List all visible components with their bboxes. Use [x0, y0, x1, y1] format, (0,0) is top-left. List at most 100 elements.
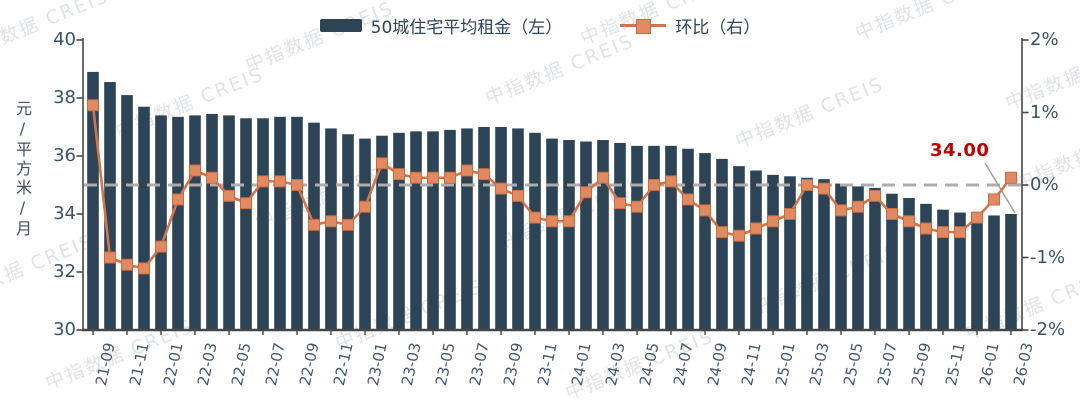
rent-bar[interactable]: [597, 140, 609, 330]
mom-marker[interactable]: [988, 193, 1000, 206]
rent-bar[interactable]: [903, 198, 915, 330]
rent-bar[interactable]: [750, 170, 762, 331]
mom-marker[interactable]: [750, 222, 762, 235]
rent-bar[interactable]: [784, 176, 796, 330]
rent-bar[interactable]: [699, 153, 711, 330]
mom-marker[interactable]: [121, 258, 133, 271]
rent-bar[interactable]: [971, 215, 983, 330]
rent-bar[interactable]: [461, 128, 473, 330]
mom-marker[interactable]: [240, 197, 252, 210]
rent-bar[interactable]: [852, 186, 864, 330]
rent-bar[interactable]: [580, 141, 592, 331]
mom-marker[interactable]: [342, 218, 354, 231]
mom-marker[interactable]: [325, 215, 337, 228]
rent-bar[interactable]: [376, 135, 388, 330]
mom-marker[interactable]: [903, 215, 915, 228]
rent-bar[interactable]: [920, 203, 932, 330]
mom-marker[interactable]: [767, 215, 779, 228]
mom-marker[interactable]: [104, 251, 116, 264]
mom-marker[interactable]: [648, 179, 660, 191]
mom-marker[interactable]: [410, 171, 422, 184]
rent-bar[interactable]: [410, 131, 422, 330]
rent-bar[interactable]: [767, 174, 779, 330]
rent-bar[interactable]: [274, 116, 286, 330]
rent-bar[interactable]: [546, 138, 558, 330]
mom-marker[interactable]: [563, 215, 575, 228]
mom-marker[interactable]: [257, 175, 269, 188]
legend-item-mom[interactable]: 环比（右）: [620, 13, 760, 38]
rent-bar[interactable]: [223, 115, 235, 331]
mom-marker[interactable]: [359, 200, 371, 213]
rent-bar[interactable]: [257, 118, 269, 330]
rent-bar[interactable]: [665, 145, 677, 330]
rent-bar[interactable]: [444, 129, 456, 330]
mom-marker[interactable]: [512, 189, 524, 202]
rent-bar[interactable]: [478, 127, 490, 330]
rent-bar[interactable]: [325, 128, 337, 330]
rent-bar[interactable]: [988, 215, 1000, 330]
mom-marker[interactable]: [461, 164, 473, 177]
mom-marker[interactable]: [614, 197, 626, 210]
mom-marker[interactable]: [529, 211, 541, 224]
rent-bar[interactable]: [104, 82, 116, 330]
mom-marker[interactable]: [172, 193, 184, 206]
rent-bar[interactable]: [495, 127, 507, 330]
rent-bar[interactable]: [87, 71, 99, 331]
rent-bar[interactable]: [835, 183, 847, 330]
rent-bar[interactable]: [427, 131, 439, 330]
mom-marker[interactable]: [376, 157, 388, 170]
mom-marker[interactable]: [427, 171, 439, 184]
mom-marker[interactable]: [733, 229, 745, 242]
mom-marker[interactable]: [835, 204, 847, 217]
mom-marker[interactable]: [291, 179, 303, 191]
mom-marker[interactable]: [886, 208, 898, 220]
mom-marker[interactable]: [87, 99, 99, 112]
mom-marker[interactable]: [937, 226, 949, 239]
rent-bar[interactable]: [172, 116, 184, 330]
rent-bar[interactable]: [733, 166, 745, 330]
mom-marker[interactable]: [869, 189, 881, 202]
rent-bar[interactable]: [529, 132, 541, 330]
mom-marker[interactable]: [478, 168, 490, 181]
rent-bar[interactable]: [138, 106, 150, 330]
rent-bar[interactable]: [563, 140, 575, 330]
mom-marker[interactable]: [274, 175, 286, 188]
mom-marker[interactable]: [665, 175, 677, 188]
mom-marker[interactable]: [495, 182, 507, 195]
mom-marker[interactable]: [444, 171, 456, 184]
mom-marker[interactable]: [818, 182, 830, 195]
mom-marker[interactable]: [155, 240, 167, 253]
mom-marker[interactable]: [631, 200, 643, 213]
rent-bar[interactable]: [393, 132, 405, 330]
rent-bar[interactable]: [359, 138, 371, 330]
mom-marker[interactable]: [580, 186, 592, 199]
rent-bar[interactable]: [291, 116, 303, 330]
mom-marker[interactable]: [801, 179, 813, 191]
rent-bar[interactable]: [512, 128, 524, 330]
rent-bar[interactable]: [954, 212, 966, 330]
rent-bar[interactable]: [886, 193, 898, 330]
rent-bar[interactable]: [240, 118, 252, 330]
rent-bar[interactable]: [648, 145, 660, 330]
rent-bar[interactable]: [631, 145, 643, 330]
mom-marker[interactable]: [223, 189, 235, 202]
mom-marker[interactable]: [597, 171, 609, 184]
rent-bar[interactable]: [1005, 214, 1017, 330]
rent-bar[interactable]: [801, 177, 813, 330]
rent-bar[interactable]: [121, 95, 133, 330]
mom-marker[interactable]: [682, 193, 694, 206]
rent-bar[interactable]: [818, 179, 830, 330]
mom-marker[interactable]: [1005, 171, 1017, 184]
mom-marker[interactable]: [189, 164, 201, 177]
mom-marker[interactable]: [920, 222, 932, 235]
mom-marker[interactable]: [206, 171, 218, 184]
mom-marker[interactable]: [954, 226, 966, 239]
mom-marker[interactable]: [699, 204, 711, 217]
rent-bar[interactable]: [937, 209, 949, 330]
rent-bar[interactable]: [189, 115, 201, 331]
mom-marker[interactable]: [784, 208, 796, 220]
legend-item-rent[interactable]: 50城住宅平均租金（左）: [319, 13, 562, 38]
rent-bar[interactable]: [716, 158, 728, 330]
mom-marker[interactable]: [852, 200, 864, 213]
mom-marker[interactable]: [393, 168, 405, 181]
